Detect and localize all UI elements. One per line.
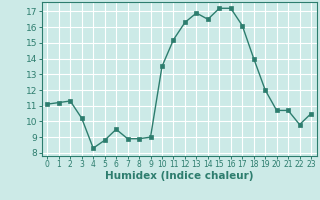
X-axis label: Humidex (Indice chaleur): Humidex (Indice chaleur): [105, 171, 253, 181]
